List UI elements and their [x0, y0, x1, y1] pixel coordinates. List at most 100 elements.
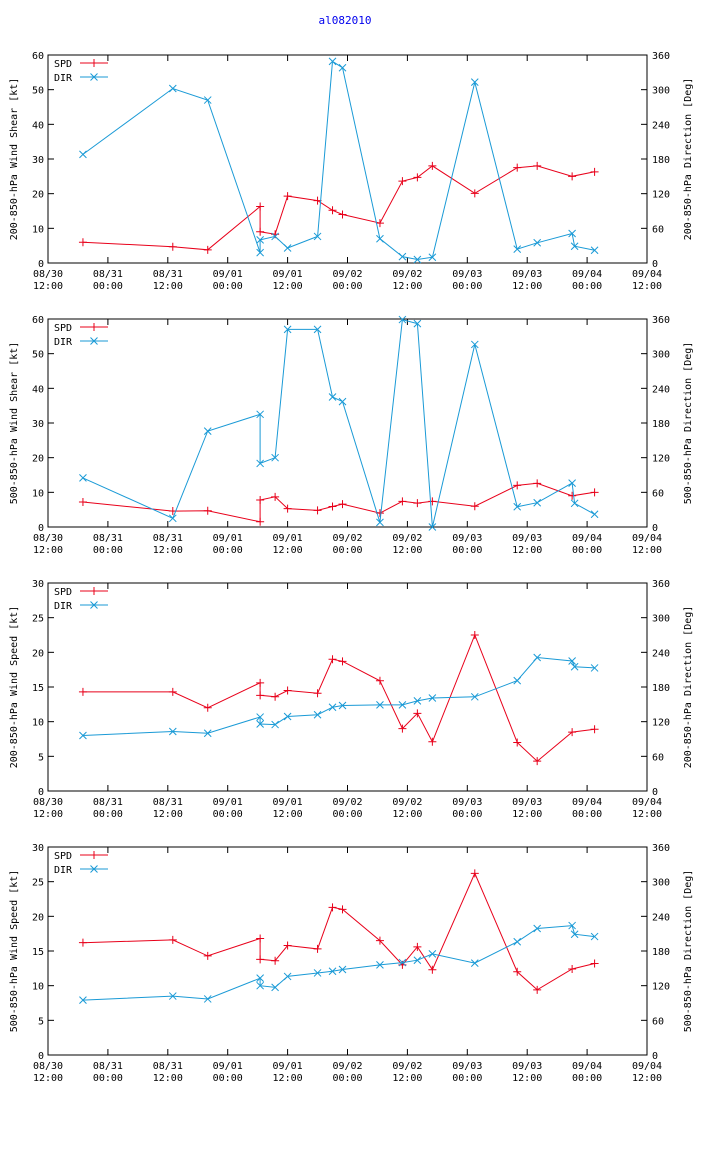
data-point-spd	[533, 985, 542, 994]
data-point-spd	[271, 956, 280, 965]
data-point-dir	[338, 965, 347, 974]
x-tick-time: 00:00	[332, 809, 362, 820]
y2-axis-label: 200-850-hPa Direction [Deg]	[683, 78, 694, 241]
x-tick-date: 08/31	[153, 269, 183, 280]
x-tick-time: 12:00	[392, 545, 422, 556]
data-point-spd	[256, 934, 265, 943]
data-point-dir	[398, 701, 407, 709]
data-point-dir	[533, 238, 542, 247]
series-spd	[78, 869, 599, 994]
data-point-dir	[568, 657, 576, 665]
y2-tick-label: 120	[652, 454, 670, 465]
x-tick-time: 12:00	[273, 545, 303, 556]
x-tick-date: 09/02	[392, 797, 422, 808]
x-tick-time: 12:00	[33, 545, 63, 556]
x-tick-date: 08/30	[33, 533, 63, 544]
data-point-spd	[533, 161, 542, 170]
series-line-dir	[82, 656, 595, 736]
x-tick-time: 00:00	[572, 281, 602, 292]
data-point-spd	[283, 504, 292, 513]
y2-tick-label: 120	[652, 718, 670, 729]
y2-tick-label: 300	[652, 86, 670, 97]
x-tick-time: 00:00	[213, 281, 243, 292]
data-point-spd	[413, 173, 422, 182]
y-tick-label: 60	[32, 315, 44, 326]
x-tick-time: 00:00	[332, 281, 362, 292]
data-point-dir	[590, 664, 599, 672]
legend-label: DIR	[54, 865, 73, 876]
y-tick-label: 10	[32, 718, 44, 729]
y-tick-label: 0	[38, 787, 44, 798]
data-point-dir	[590, 510, 599, 519]
y2-tick-label: 240	[652, 120, 670, 131]
data-point-spd	[590, 725, 599, 734]
x-tick-date: 08/31	[93, 269, 123, 280]
data-point-dir	[568, 229, 576, 238]
data-point-dir	[338, 397, 347, 406]
y-tick-label: 10	[32, 488, 44, 499]
x-tick-date: 09/02	[332, 269, 362, 280]
data-point-spd	[256, 678, 265, 687]
series-spd	[78, 479, 599, 526]
data-point-spd	[78, 238, 87, 247]
legend-entry-spd: SPD	[54, 59, 108, 70]
x-tick-date: 09/04	[572, 797, 602, 808]
data-point-spd	[78, 938, 87, 947]
y-tick-label: 10	[32, 224, 44, 235]
legend-label: SPD	[54, 851, 72, 862]
y-axis-label: 500-850-hPa Wind Speed [kt]	[9, 870, 20, 1033]
x-tick-date: 09/04	[632, 797, 662, 808]
y-tick-label: 20	[32, 912, 44, 923]
data-point-spd	[568, 965, 577, 974]
series-line-dir	[82, 925, 595, 1001]
legend-entry-dir: DIR	[54, 337, 108, 348]
data-point-spd	[256, 202, 265, 211]
data-point-dir	[283, 972, 292, 981]
data-point-dir	[590, 932, 599, 941]
x-tick-date: 08/31	[153, 533, 183, 544]
data-point-dir	[513, 502, 522, 511]
x-tick-time: 00:00	[93, 809, 123, 820]
x-tick-date: 09/01	[273, 1061, 303, 1072]
data-point-dir	[328, 57, 337, 66]
series-line-dir	[82, 60, 595, 261]
data-point-spd	[375, 676, 384, 685]
y-axis-label: 200-850-hPa Wind Speed [kt]	[9, 606, 20, 769]
data-point-dir	[283, 244, 292, 252]
data-point-dir	[168, 84, 177, 93]
x-tick-time: 12:00	[512, 545, 542, 556]
data-point-dir	[256, 713, 264, 721]
chart-panel-3: 05101520253006012018024030036008/3012:00…	[9, 579, 694, 820]
x-tick-time: 12:00	[392, 1073, 422, 1084]
data-point-spd	[470, 189, 479, 198]
y-tick-label: 25	[32, 614, 44, 625]
y2-tick-label: 360	[652, 843, 670, 854]
data-point-dir	[338, 701, 347, 710]
y2-tick-label: 60	[652, 1016, 664, 1027]
x-tick-time: 00:00	[452, 545, 482, 556]
data-point-spd	[256, 495, 265, 504]
y-tick-label: 0	[38, 259, 44, 270]
data-point-spd	[313, 689, 322, 698]
x-tick-time: 00:00	[93, 1073, 123, 1084]
x-tick-time: 12:00	[153, 545, 183, 556]
y-tick-label: 30	[32, 419, 44, 430]
y2-tick-label: 120	[652, 190, 670, 201]
data-point-dir	[328, 393, 337, 401]
data-point-dir	[256, 459, 264, 468]
series-line-spd	[82, 482, 595, 523]
legend-entry-spd: SPD	[54, 587, 108, 598]
y-tick-label: 40	[32, 120, 44, 131]
chart-panel-4: 05101520253006012018024030036008/3012:00…	[9, 843, 694, 1084]
legend-marker	[90, 601, 98, 609]
legend-entry-dir: DIR	[54, 865, 108, 876]
data-point-dir	[568, 479, 576, 487]
x-tick-date: 09/03	[512, 797, 542, 808]
x-tick-time: 12:00	[273, 281, 303, 292]
x-tick-date: 09/04	[572, 1061, 602, 1072]
x-tick-date: 09/04	[632, 533, 662, 544]
x-tick-date: 09/03	[452, 1061, 482, 1072]
y2-axis-label: 500-850-hPa Direction [Deg]	[683, 342, 694, 505]
data-point-dir	[271, 720, 279, 729]
data-point-dir	[428, 694, 437, 702]
